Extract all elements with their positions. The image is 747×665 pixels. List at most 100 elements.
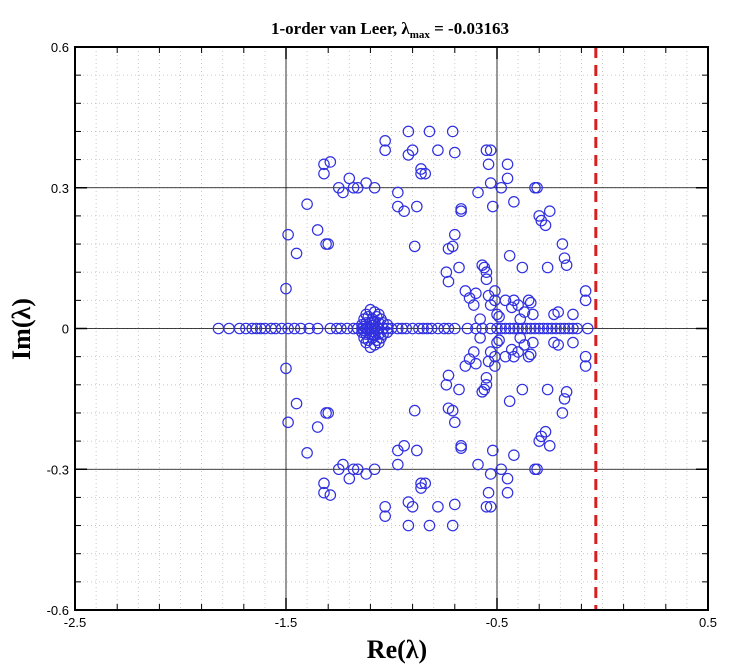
eigenvalue-point — [556, 238, 569, 250]
eigenvalue-point — [446, 125, 459, 138]
eigenvalue-point — [554, 322, 567, 335]
eigenvalue-point — [453, 261, 465, 274]
eigenvalue-point — [531, 181, 543, 194]
eigenvalue-point — [318, 158, 330, 171]
eigenvalue-point — [311, 421, 324, 433]
eigenvalue-point — [484, 500, 497, 513]
eigenvalue-point — [392, 322, 404, 335]
title-subscript: max — [410, 29, 431, 41]
eigenvalue-point — [446, 240, 459, 253]
eigenvalue-point — [440, 378, 453, 391]
eigenvalue-point — [411, 200, 423, 213]
eigenvalue-point — [419, 167, 432, 180]
eigenvalue-point — [524, 296, 537, 309]
eigenvalue-point — [335, 322, 347, 335]
eigenvalue-point — [470, 287, 482, 300]
x-tick-label: 0.5 — [699, 615, 717, 630]
eigenvalue-point — [282, 322, 294, 335]
eigenvalue-point — [406, 144, 419, 157]
chart-title: 1-order van Leer, λmax = -0.03163 — [271, 19, 509, 41]
eigenvalue-point — [377, 322, 389, 335]
eigenvalue-point — [480, 500, 493, 513]
eigenvalue-point — [541, 322, 554, 335]
y-tick-labels: -0.6 -0.3 0 0.3 0.6 — [47, 40, 69, 618]
eigenvalue-point — [398, 205, 410, 218]
eigenvalue-point — [508, 449, 520, 461]
eigenvalue-point — [442, 275, 455, 288]
eigenvalue-point — [491, 336, 503, 349]
eigenvalue-point — [446, 404, 459, 417]
eigenvalue-point — [539, 219, 552, 232]
eigenvalue-point — [250, 322, 263, 335]
eigenvalue-point — [499, 350, 512, 363]
eigenvalue-point — [560, 386, 573, 398]
title-lambda-symbol: λ — [401, 19, 410, 38]
eigenvalue-point — [482, 158, 495, 171]
eigenvalue-point — [322, 238, 334, 250]
eigenvalue-points — [212, 125, 594, 532]
eigenvalue-point — [282, 228, 294, 241]
eigenvalue-point — [392, 458, 404, 471]
eigenvalue-point — [541, 261, 554, 274]
eigenvalue-point — [529, 322, 541, 335]
y-tick-label: -0.3 — [47, 462, 69, 477]
eigenvalue-point — [516, 383, 529, 396]
eigenvalue-point — [411, 444, 423, 457]
eigenvalue-point — [455, 439, 467, 452]
eigenvalue-point — [495, 463, 508, 476]
eigenvalue-point — [556, 407, 569, 419]
eigenvalue-point — [499, 294, 512, 307]
eigenvalue-point — [476, 386, 489, 398]
eigenvalue-point — [524, 348, 537, 361]
eigenvalue-point — [423, 125, 436, 138]
eigenvalue-point — [493, 310, 505, 323]
eigenvalue-point — [311, 322, 324, 335]
eigenvalue-point — [301, 447, 313, 459]
eigenvalue-point — [233, 322, 246, 335]
eigenvalue-point — [516, 322, 529, 335]
eigenvalue-point — [442, 369, 455, 382]
x-tick-label: -1.5 — [275, 615, 297, 630]
eigenvalue-point — [448, 416, 461, 429]
eigenvalue-point — [453, 383, 465, 396]
eigenvalue-point — [379, 510, 391, 522]
eigenvalue-point — [579, 294, 592, 307]
eigenvalue-point — [379, 500, 391, 513]
eigenvalue-point — [368, 322, 381, 335]
eigenvalue-point — [448, 322, 461, 335]
eigenvalue-point — [516, 261, 529, 274]
eigenvalue-point — [567, 322, 579, 335]
y-tick-label: 0 — [62, 322, 69, 337]
eigenvalue-point — [495, 322, 508, 335]
eigenvalue-point — [484, 177, 497, 189]
eigenvalue-point — [425, 322, 438, 335]
eigenvalue-point — [550, 322, 562, 335]
eigenvalue-point — [360, 322, 372, 335]
eigenvalue-point — [413, 322, 425, 335]
eigenvalue-point — [581, 322, 594, 335]
eigenvalue-point — [558, 393, 571, 405]
eigenvalue-point — [508, 196, 520, 208]
eigenvalue-point — [491, 322, 503, 335]
eigenvalue-point — [522, 294, 535, 307]
eigenvalue-point — [505, 301, 518, 314]
eigenvalue-point — [356, 322, 368, 335]
eigenvalue-point — [392, 186, 404, 199]
eigenvalue-point — [459, 285, 472, 297]
eigenvalue-point — [476, 322, 489, 335]
eigenvalue-point — [503, 395, 516, 408]
eigenvalue-point — [493, 334, 505, 347]
eigenvalue-point — [489, 285, 501, 297]
eigenvalue-point — [400, 322, 413, 335]
eigenvalue-point — [552, 306, 564, 318]
eigenvalue-point — [476, 259, 489, 271]
eigenvalue-point — [432, 500, 444, 513]
eigenvalue-point — [472, 458, 484, 471]
eigenvalue-point — [518, 339, 531, 351]
eigenvalue-point — [440, 266, 453, 278]
eigenvalue-point — [402, 125, 415, 138]
eigenvalue-point — [512, 346, 524, 358]
y-tick-label: 0.3 — [51, 181, 69, 196]
eigenvalue-point — [543, 439, 556, 452]
